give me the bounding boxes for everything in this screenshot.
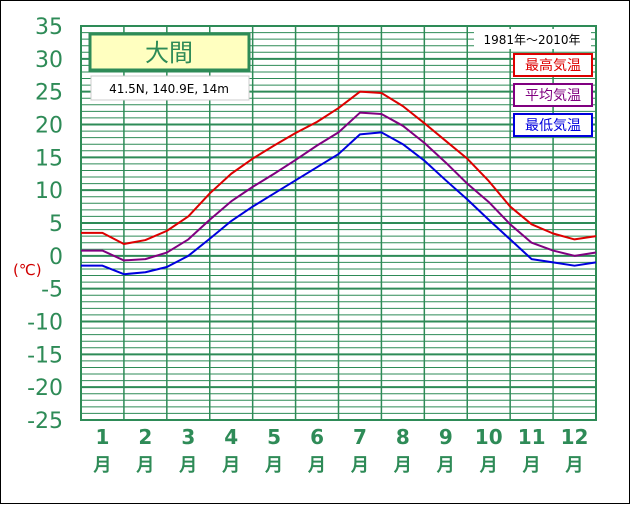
y-tick-label: 35	[35, 15, 63, 40]
x-tick-month-suffix: 月	[565, 455, 584, 476]
y-axis-unit: (℃)	[13, 261, 42, 279]
chart-title: 大間	[145, 39, 193, 67]
period-box: 1981年～2010年	[474, 29, 591, 49]
location-box: 41.5N, 140.9E, 14m	[90, 75, 250, 101]
x-tick-month-number: 11	[518, 425, 546, 449]
chart-title-box: 大間	[88, 32, 251, 72]
x-tick-month-number: 4	[224, 425, 238, 449]
x-tick-month-number: 12	[561, 425, 589, 449]
x-tick-month-number: 9	[439, 425, 453, 449]
y-tick-label: 10	[35, 179, 63, 204]
x-tick-labels: 1 月 2 月 3 月 4 月 5 月 6 月 7 月 8 月 9 月 10 月 11 月 12 月	[92, 425, 588, 476]
x-tick-month-number: 2	[138, 425, 152, 449]
y-tick-label: -20	[27, 376, 63, 401]
x-tick-month-suffix: 月	[436, 455, 455, 476]
series-line	[81, 131, 597, 276]
y-tick-label: 30	[35, 48, 63, 73]
y-tick-label: -10	[27, 311, 63, 336]
y-tick-label: -5	[41, 278, 63, 303]
location-text: 41.5N, 140.9E, 14m	[109, 82, 229, 96]
x-tick-month-suffix: 月	[479, 455, 498, 476]
x-tick-month-number: 1	[95, 425, 109, 449]
x-tick-month-number: 3	[181, 425, 195, 449]
series-lines	[81, 90, 597, 276]
x-tick-month-suffix: 月	[350, 455, 369, 476]
x-tick-month-suffix: 月	[393, 455, 412, 476]
x-tick-month-suffix: 月	[307, 455, 326, 476]
x-tick-month-suffix: 月	[522, 455, 541, 476]
x-tick-month-suffix: 月	[264, 455, 283, 476]
x-tick-month-suffix: 月	[92, 455, 111, 476]
y-tick-label: -15	[27, 343, 63, 368]
legend-item-label: 最低気温	[525, 118, 581, 134]
y-tick-label: 25	[35, 81, 63, 106]
x-tick-month-number: 8	[396, 425, 410, 449]
y-tick-label: 20	[35, 114, 63, 139]
y-tick-label: 5	[49, 212, 63, 237]
series-line	[81, 90, 597, 246]
x-tick-month-number: 5	[267, 425, 281, 449]
y-tick-label: 0	[49, 245, 63, 270]
grid-lines	[80, 25, 597, 421]
legend-item-box	[513, 113, 593, 137]
legend-item-box	[513, 53, 593, 77]
series-line	[81, 111, 597, 262]
legend-item-label: 最高気温	[525, 57, 581, 74]
legend-item-box	[513, 83, 593, 107]
x-tick-month-suffix: 月	[135, 455, 154, 476]
legend-item-label: 平均気温	[525, 88, 581, 104]
y-tick-label: 15	[35, 146, 63, 171]
y-tick-label: -25	[27, 409, 63, 434]
x-tick-month-number: 6	[310, 425, 324, 449]
x-tick-month-suffix: 月	[221, 455, 240, 476]
x-tick-month-number: 7	[353, 425, 367, 449]
x-tick-month-suffix: 月	[178, 455, 197, 476]
period-text: 1981年～2010年	[483, 33, 580, 47]
x-tick-month-number: 10	[475, 425, 503, 449]
y-tick-labels: 35 30 25 20 15 10 5 0 -5 -10 -15 -20 -25	[27, 15, 63, 434]
